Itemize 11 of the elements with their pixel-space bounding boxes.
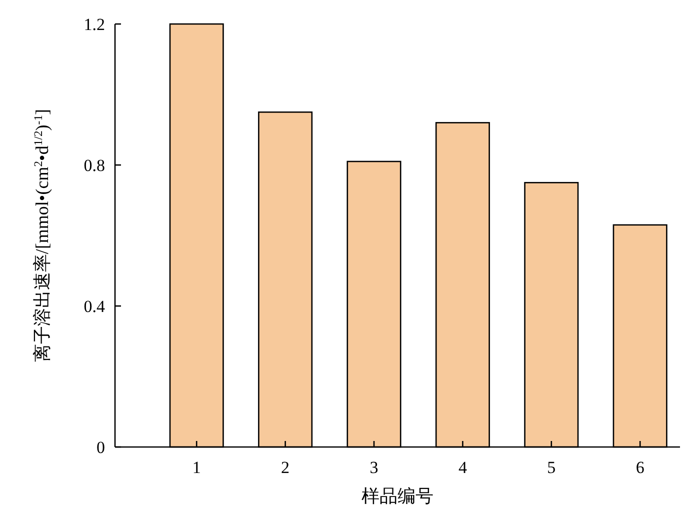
- y-tick-label: 1.2: [84, 15, 105, 34]
- x-tick-label: 2: [281, 458, 290, 477]
- x-tick-label: 5: [547, 458, 556, 477]
- x-tick-label: 1: [192, 458, 201, 477]
- y-tick-label: 0: [96, 438, 105, 457]
- x-axis-title: 样品编号: [362, 486, 434, 506]
- y-tick-label: 0.4: [84, 297, 106, 316]
- x-tick-label: 3: [370, 458, 378, 477]
- x-tick-label: 6: [636, 458, 644, 477]
- y-tick-label: 0.8: [84, 156, 105, 175]
- x-tick-label: 4: [458, 458, 468, 477]
